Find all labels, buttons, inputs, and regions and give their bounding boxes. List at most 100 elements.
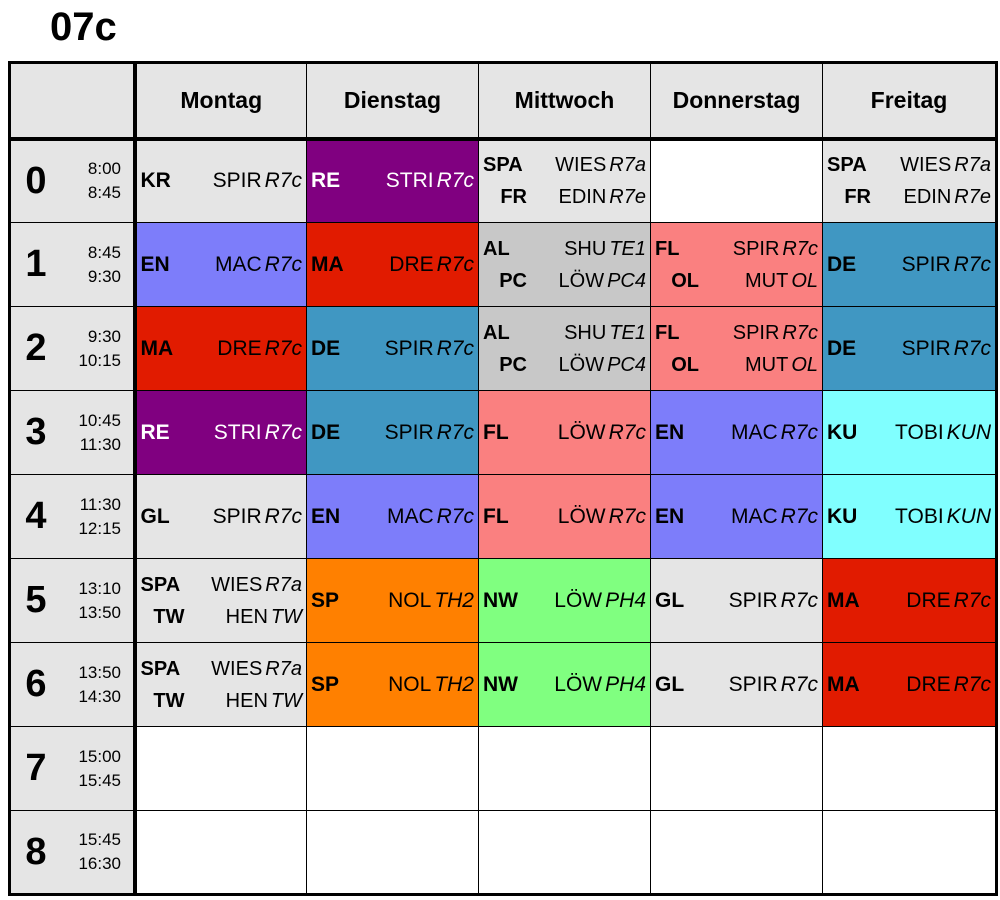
lesson-cell: KR SPIR R7c [134,138,307,223]
period-number: 3 [25,411,47,453]
room-code: R7c [264,169,302,193]
room-code: R7c [264,420,302,444]
day-header-donnerstag: Donnerstag [650,62,823,141]
period-row: 0 8:00 8:45 KR SPIR R7c RE STRI R7c SPA WIES R7a FR E… [9,138,997,223]
lesson-entry: RE STRI R7c [311,165,474,197]
lesson-entry: NW LÖW PH4 [483,585,646,617]
lesson-entry: SP NOL TH2 [311,669,474,701]
subject-code: MA [827,672,860,696]
day-header-mittwoch: Mittwoch [478,62,651,141]
lesson-cell: EN MAC R7c [306,474,479,559]
lesson-entry: DE SPIR R7c [827,333,991,365]
subject-code: OL [671,353,699,376]
lesson-cell: FL SPIR R7c OL MUT OL [650,306,823,391]
subject-code: MA [827,588,860,612]
teacher-code: SPIR [901,252,951,276]
period-times: 15:45 16:30 [59,828,121,876]
period-end-time: 8:45 [87,183,121,203]
subject-code: FL [483,504,509,528]
empty-cell [306,810,479,895]
room-code: R7c [608,504,646,528]
period-end-time: 15:45 [78,770,121,790]
room-code: R7c [436,252,474,276]
period-number: 7 [25,747,47,789]
empty-cell [306,726,479,811]
lesson-entry: GL SPIR R7c [141,501,303,533]
lesson-entry: FR EDIN R7e [483,181,646,213]
period-number: 6 [25,663,47,705]
teacher-code: LÖW [557,504,606,528]
period-number: 4 [25,495,47,537]
room-code: R7c [953,336,991,360]
lesson-cell: SPA WIES R7a TW HEN TW [134,558,307,643]
room-code: R7c [780,504,818,528]
subject-code: DE [311,336,341,360]
lesson-entry: FR EDIN R7e [827,181,991,213]
lesson-cell: DE SPIR R7c [306,390,479,475]
empty-cell [478,726,651,811]
empty-cell [478,810,651,895]
subject-code: OL [671,269,699,292]
lesson-cell: EN MAC R7c [650,390,823,475]
period-start-time: 13:50 [78,662,121,682]
period-times: 9:30 10:15 [59,325,121,373]
teacher-code: MAC [386,504,434,528]
teacher-code: WIES [555,154,607,177]
teacher-code: SPIR [901,336,951,360]
room-code: TW [270,605,302,628]
lesson-cell: MA DRE R7c [306,222,479,307]
period-end-time: 11:30 [79,434,121,454]
teacher-code: MAC [214,252,262,276]
subject-code: DE [827,252,857,276]
teacher-code: SPIR [212,169,262,193]
room-code: R7e [609,186,646,209]
lesson-entry: AL SHU TE1 [483,317,646,349]
period-start-time: 15:45 [78,830,121,849]
subject-code: DE [827,336,857,360]
subject-code: MA [140,336,174,360]
teacher-code: SPIR [732,321,780,344]
teacher-code: HEN [225,605,268,628]
timetable: Montag Dienstag Mittwoch Donnerstag Frei… [8,61,998,896]
period-row: 4 11:30 12:15 GL SPIR R7c EN MAC R7c FL LÖW R7c EN MA… [9,474,997,559]
period-number: 2 [25,327,47,369]
day-header-montag: Montag [134,62,307,141]
subject-code: SP [311,672,340,696]
subject-code: EN [140,252,170,276]
period-end-time: 10:15 [78,350,121,370]
subject-code: RE [140,420,170,444]
lesson-cell: FL LÖW R7c [478,474,651,559]
room-code: R7c [780,420,818,444]
subject-code: EN [655,420,685,444]
empty-cell [822,726,997,811]
period-times: 11:30 12:15 [59,493,121,541]
lesson-entry: KR SPIR R7c [141,165,303,197]
subject-code: KU [827,504,858,528]
lesson-cell: RE STRI R7c [134,390,307,475]
empty-cell [134,726,307,811]
subject-code: AL [483,237,510,260]
room-code: KUN [946,420,991,444]
subject-code: SPA [483,154,523,177]
subject-code: FR [500,186,527,209]
subject-code: FR [844,186,871,209]
subject-code: RE [311,169,341,193]
lesson-entry: KU TOBI KUN [827,417,991,449]
room-code: TH2 [434,672,474,696]
lesson-entry: FL LÖW R7c [483,501,646,533]
room-code: R7c [782,237,818,260]
lesson-entry: OL MUT OL [655,349,818,381]
subject-code: GL [655,672,685,696]
room-code: R7c [780,588,818,612]
empty-cell [650,138,823,223]
room-code: R7a [609,154,646,177]
teacher-code: MUT [744,269,789,292]
room-code: PH4 [605,588,646,612]
room-code: R7c [953,672,991,696]
teacher-code: DRE [906,672,951,696]
period-row: 1 8:45 9:30 EN MAC R7c MA DRE R7c AL SHU TE1 PC LÖW PC… [9,222,997,307]
lesson-entry: GL SPIR R7c [655,585,818,617]
lesson-entry: KU TOBI KUN [827,501,991,533]
teacher-code: SPIR [728,672,778,696]
lesson-cell: SPA WIES R7a FR EDIN R7e [822,138,997,223]
